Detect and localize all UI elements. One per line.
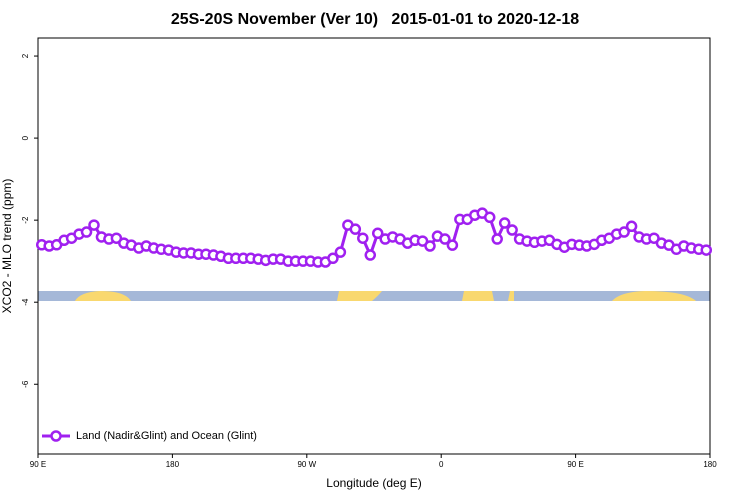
point	[424, 240, 436, 252]
legend-marker	[50, 430, 62, 442]
legend: Land (Nadir&Glint) and Ocean (Glint)	[42, 430, 257, 442]
x-tick-label: 90 E	[567, 460, 583, 469]
x-axis-label: Longitude (deg E)	[326, 476, 421, 490]
point	[357, 232, 369, 244]
x-tick-label: 180	[703, 460, 717, 469]
y-tick-label: -2	[21, 216, 30, 224]
point	[364, 249, 377, 261]
point	[327, 252, 339, 265]
point	[700, 244, 713, 256]
point	[439, 233, 451, 245]
x-tick-label: 0	[439, 460, 444, 469]
point	[446, 239, 459, 251]
point	[349, 223, 362, 235]
y-tick-label: -6	[21, 380, 30, 388]
land-ocean-strip	[38, 291, 710, 301]
point	[80, 226, 93, 238]
x-tick-label: 180	[166, 460, 180, 469]
point	[88, 219, 100, 231]
legend-label: Land (Nadir&Glint) and Ocean (Glint)	[76, 430, 257, 442]
point	[334, 246, 347, 258]
point	[618, 226, 630, 238]
point	[506, 224, 518, 236]
point	[491, 233, 503, 245]
point	[371, 227, 384, 240]
y-tick-label: 2	[21, 53, 30, 58]
point	[625, 220, 638, 233]
chart-title: 25S-20S November (Ver 10) 2015-01-01 to …	[171, 11, 579, 28]
y-tick-label: -4	[21, 298, 30, 306]
y-axis-label: XCO2 - MLO trend (ppm)	[0, 179, 14, 314]
x-tick-label: 90 W	[297, 460, 316, 469]
y-tick-label: 0	[21, 135, 30, 140]
point	[483, 211, 496, 224]
point	[498, 217, 511, 229]
x-tick-label: 90 E	[30, 460, 46, 469]
